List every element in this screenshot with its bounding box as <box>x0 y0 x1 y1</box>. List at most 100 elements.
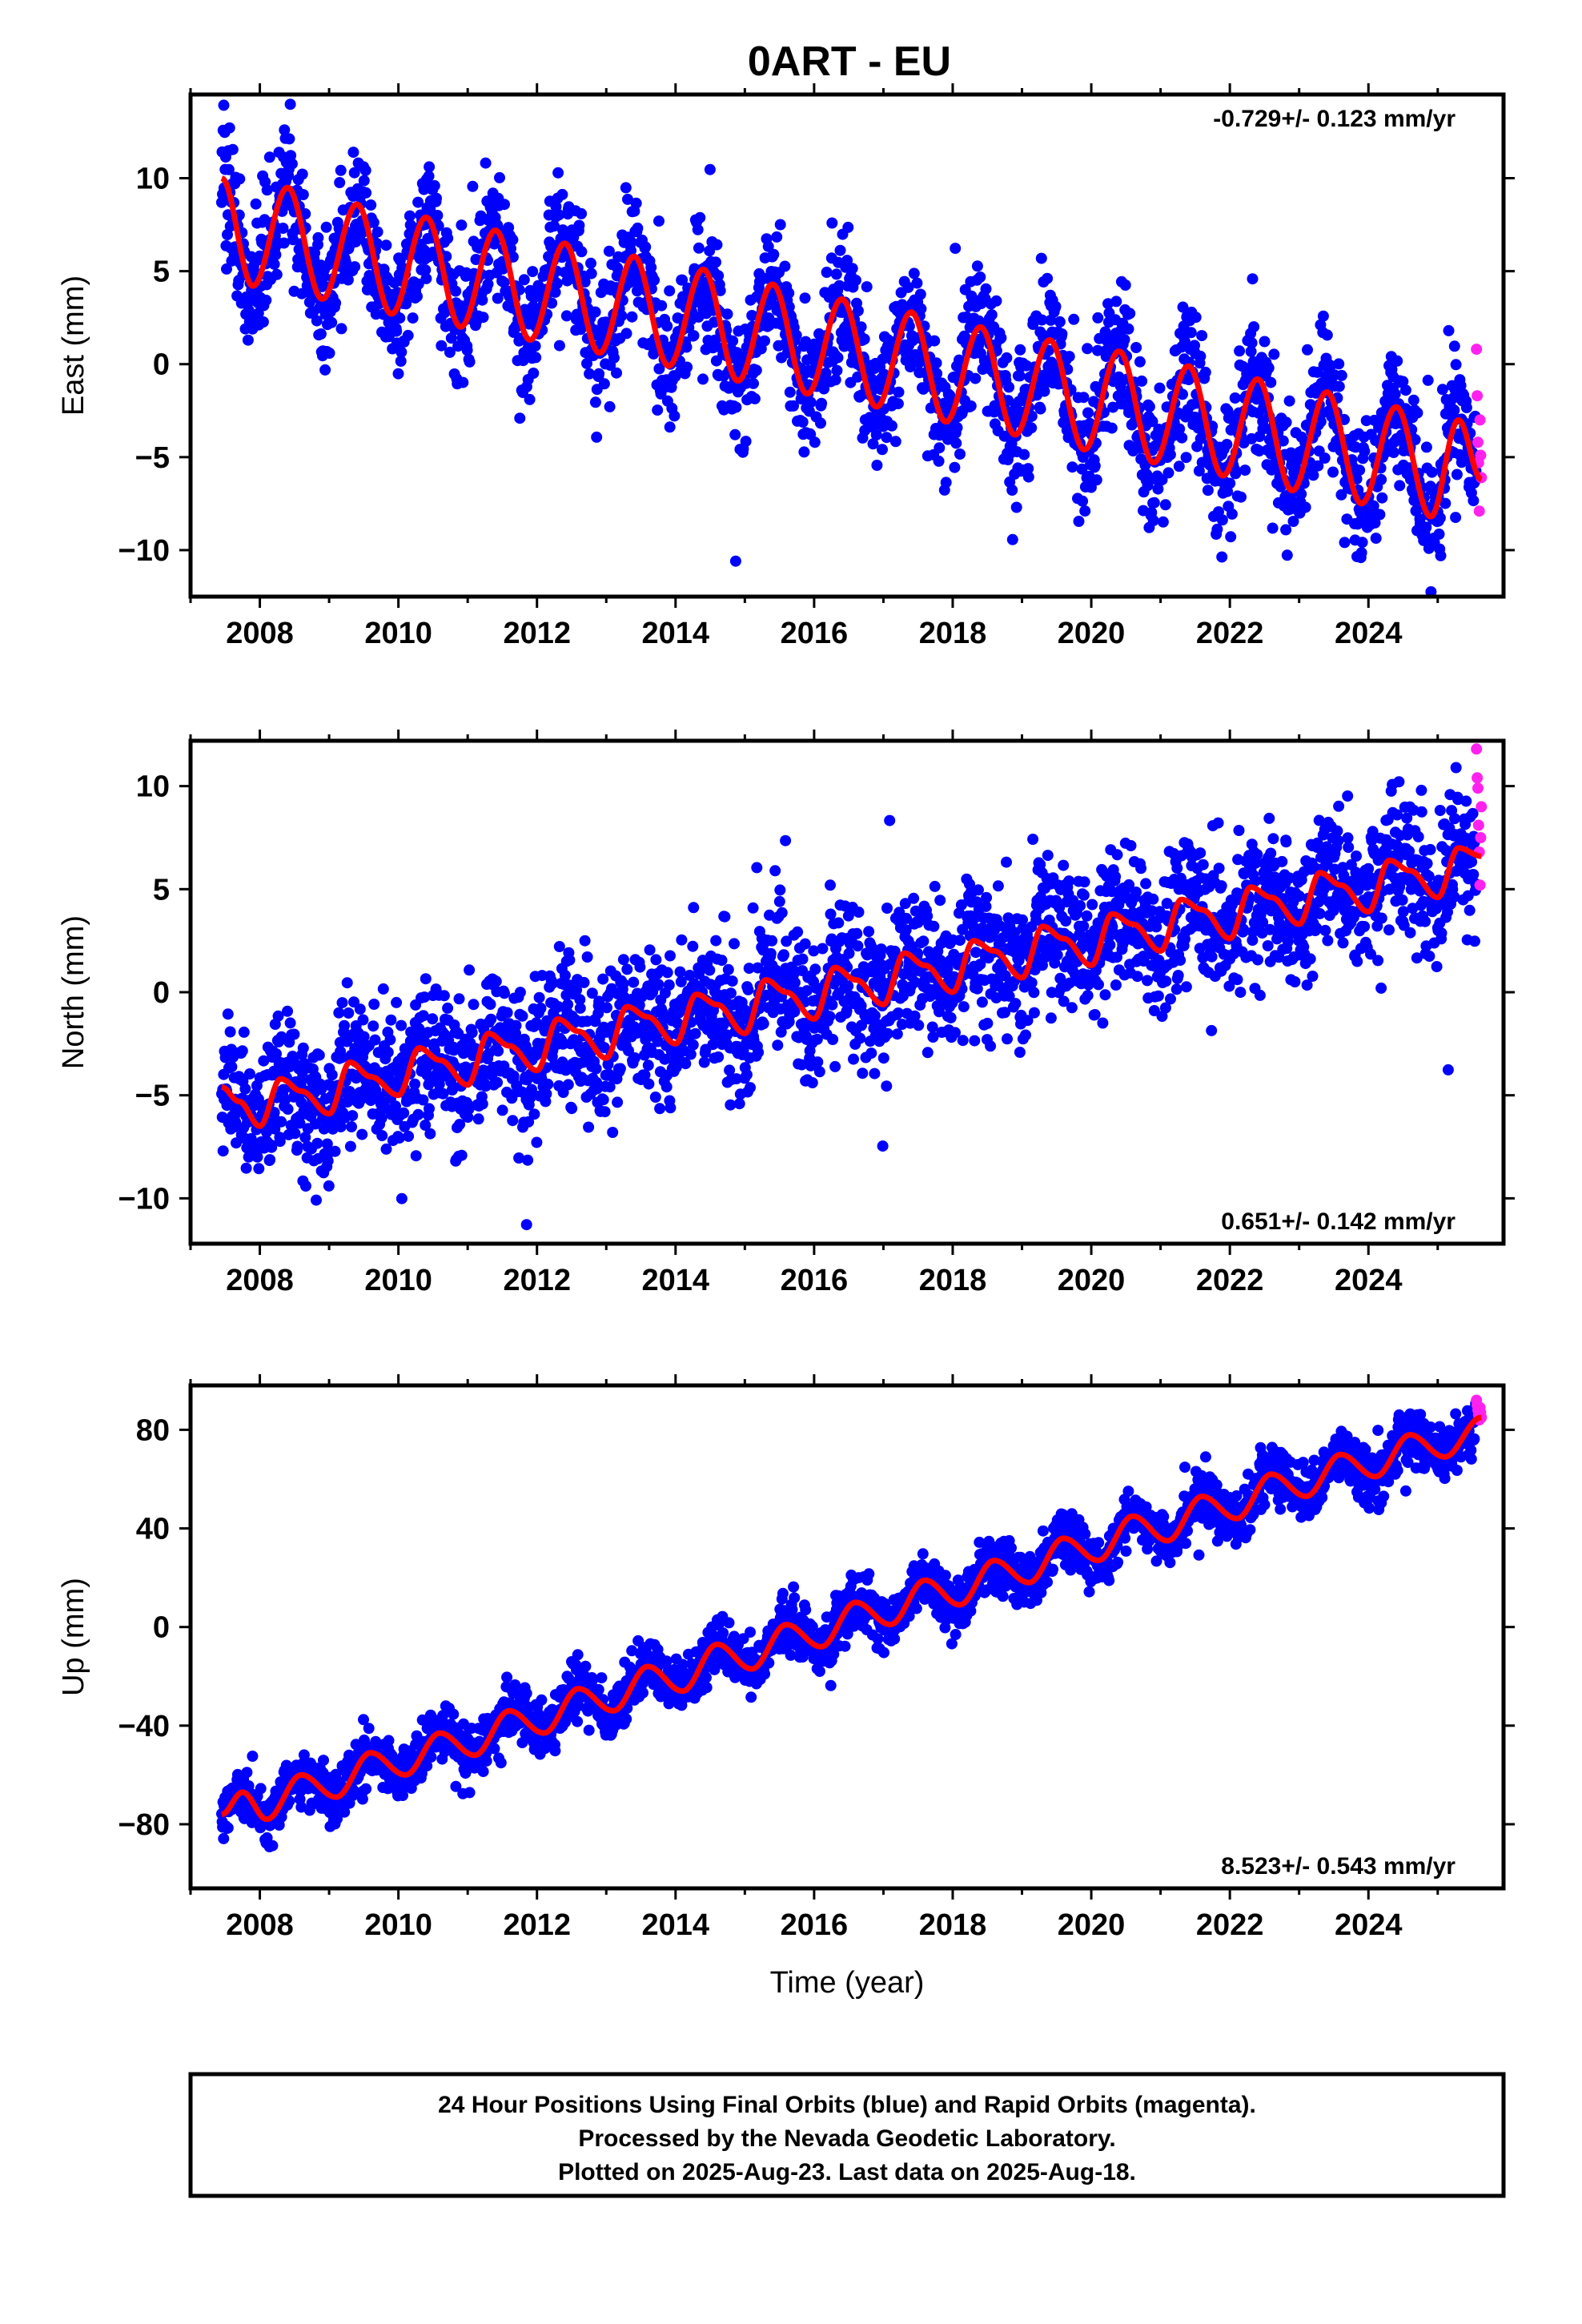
east-final-point <box>1099 326 1111 338</box>
east-final-point <box>367 216 379 228</box>
north-final-point <box>642 1059 654 1072</box>
north-final-point <box>367 1020 379 1032</box>
east-final-point <box>1253 445 1265 457</box>
east-final-point <box>1389 388 1401 400</box>
east-final-point <box>348 167 360 179</box>
north-final-point <box>339 1019 350 1031</box>
north-final-point <box>929 880 941 892</box>
east-final-point <box>1259 336 1271 348</box>
north-final-point <box>243 1068 255 1080</box>
north-final-point <box>1304 953 1316 965</box>
north-final-point <box>1125 840 1137 851</box>
east-final-point <box>608 352 620 364</box>
east-final-point <box>1407 394 1419 406</box>
north-final-point <box>1265 847 1277 859</box>
east-final-point <box>432 210 444 221</box>
east-final-point <box>834 244 846 256</box>
north-final-point <box>1051 949 1063 961</box>
east-final-point <box>1068 313 1080 325</box>
north-final-point <box>766 935 778 947</box>
east-final-point <box>829 374 841 386</box>
east-final-point <box>931 368 943 380</box>
y-tick-label: 0 <box>153 348 170 382</box>
east-final-point <box>831 364 843 376</box>
east-final-point <box>573 219 585 231</box>
north-final-point <box>1276 855 1288 867</box>
north-final-point <box>689 1027 701 1039</box>
north-final-point <box>410 1150 422 1162</box>
east-final-point <box>1268 348 1280 360</box>
north-final-point <box>825 879 836 891</box>
east-panel: 2008 2010 2012 2014 2016 2018 2020 2022 2024−10−… <box>57 83 1515 650</box>
east-final-point <box>1157 516 1169 528</box>
north-final-point <box>848 1053 859 1065</box>
east-final-point <box>1235 491 1247 503</box>
east-final-point <box>1335 369 1347 381</box>
north-final-point <box>928 920 940 932</box>
north-final-point <box>789 977 801 988</box>
north-final-point <box>496 1104 508 1116</box>
north-final-point <box>629 1052 640 1063</box>
east-final-point <box>908 267 920 279</box>
east-final-point <box>1333 380 1345 392</box>
north-final-point <box>299 1180 311 1192</box>
north-final-point <box>661 967 673 979</box>
north-final-point <box>1086 899 1098 911</box>
east-final-point <box>669 410 681 422</box>
x-tick-label: 2008 <box>226 617 294 650</box>
north-final-point <box>501 1007 513 1019</box>
east-final-point <box>1248 321 1260 333</box>
north-final-point <box>688 902 700 914</box>
east-rapid-point <box>1471 344 1483 356</box>
east-final-point <box>242 334 254 346</box>
north-final-point <box>778 949 789 961</box>
north-final-point <box>685 1048 697 1060</box>
north-final-point <box>297 1042 309 1054</box>
east-final-point <box>870 429 882 440</box>
north-final-point <box>710 935 722 947</box>
east-final-point <box>950 437 962 449</box>
north-final-point <box>745 1082 756 1094</box>
east-final-point <box>1277 435 1289 447</box>
east-final-point <box>934 442 946 454</box>
east-final-point <box>286 158 298 170</box>
north-final-point <box>1197 858 1209 870</box>
north-final-point <box>520 1219 532 1231</box>
east-final-point <box>1311 366 1323 378</box>
north-final-point <box>377 983 389 995</box>
east-final-point <box>865 373 877 385</box>
north-final-point <box>813 1066 825 1078</box>
north-final-point <box>877 1052 889 1064</box>
north-final-point <box>240 1162 252 1174</box>
north-final-point <box>825 908 837 920</box>
north-final-point <box>597 1094 609 1106</box>
east-final-point <box>1339 537 1351 549</box>
east-final-point <box>832 352 844 364</box>
east-final-point <box>842 221 854 233</box>
east-final-point <box>950 243 962 255</box>
north-final-point <box>333 1007 345 1019</box>
north-final-point <box>559 970 571 981</box>
north-final-point <box>382 1047 394 1058</box>
north-final-point <box>420 973 432 985</box>
east-final-point <box>420 272 432 284</box>
east-final-point <box>518 274 530 286</box>
east-final-point <box>704 245 716 257</box>
east-points-final <box>215 99 1482 597</box>
north-final-point <box>811 1033 823 1045</box>
north-final-point <box>553 941 565 952</box>
north-final-point <box>1001 856 1012 868</box>
east-final-point <box>477 312 489 324</box>
north-final-point <box>368 999 380 1010</box>
east-final-point <box>1193 465 1205 477</box>
east-final-point <box>616 310 628 322</box>
north-final-point <box>311 1137 323 1149</box>
east-final-point <box>552 167 564 179</box>
east-final-point <box>1422 374 1434 386</box>
north-final-point <box>403 1130 415 1142</box>
north-final-point <box>982 1017 994 1029</box>
north-final-point <box>719 911 731 923</box>
east-final-point <box>886 420 897 432</box>
figure-title: 0ART - EU <box>748 38 951 85</box>
north-final-point <box>654 1103 666 1115</box>
